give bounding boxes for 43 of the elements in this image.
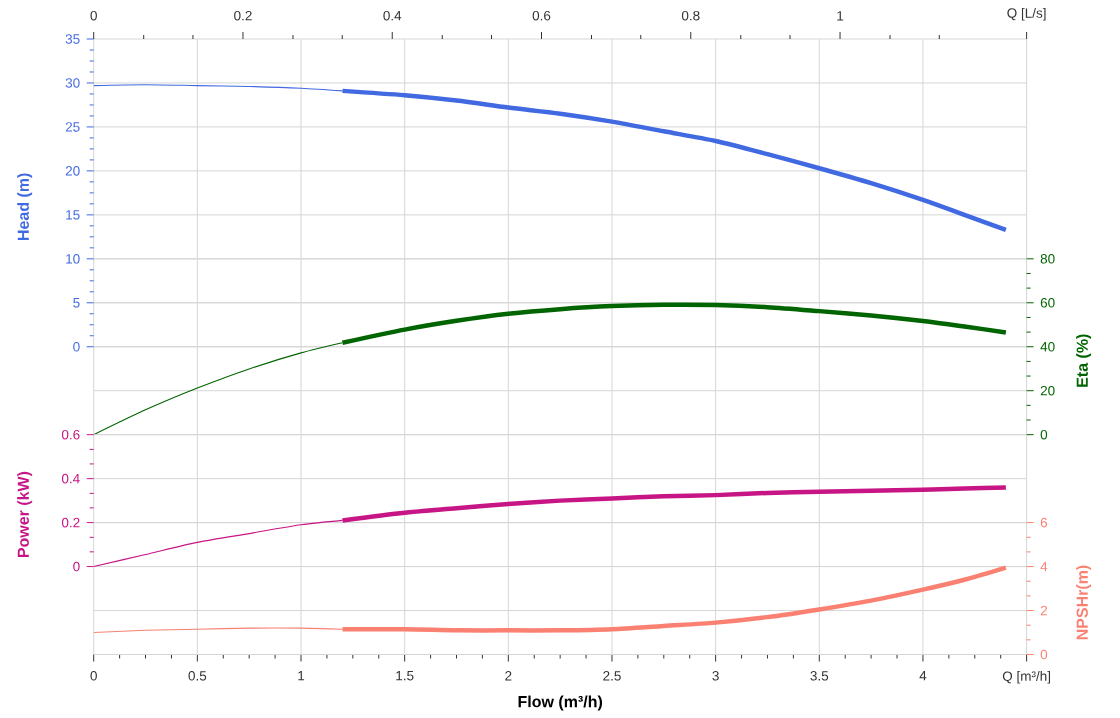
y-tick-label: 0 — [73, 341, 80, 352]
x-tick-label: 3.5 — [810, 671, 829, 681]
y-tick-label: 0 — [73, 561, 80, 572]
y-tick-label: 0.2 — [61, 517, 80, 528]
x2-tick-label: 0.4 — [383, 10, 402, 21]
y2-tick-label: 0 — [1040, 429, 1048, 440]
x-tick-label: 2 — [505, 671, 512, 681]
x-tick-label: 2.5 — [603, 671, 621, 681]
y2-axis-title: Eta (%) — [1076, 334, 1092, 387]
y-axis-title: Power (kW) — [17, 471, 33, 558]
y2-tick-label: 6 — [1040, 517, 1048, 528]
x-tick-label: 4 — [919, 671, 927, 681]
x-tick-label: 3 — [712, 671, 719, 681]
y2-tick-label: 4 — [1040, 561, 1048, 572]
y-tick-label: 25 — [65, 122, 80, 132]
x2-tick-label: 0.8 — [681, 10, 700, 21]
y2-tick-label: 20 — [1040, 385, 1055, 396]
y-axis-title: Head (m) — [17, 173, 33, 240]
y2-axis-title: NPSHr(m) — [1076, 565, 1092, 640]
y-tick-label: 35 — [65, 34, 80, 44]
y-tick-label: 0.4 — [61, 473, 80, 484]
y2-tick-label: 2 — [1040, 605, 1047, 616]
y-tick-label: 5 — [73, 298, 80, 308]
x-tick-label: Q [m³/h] — [1002, 671, 1051, 684]
x2-tick-label: Q [L/s] — [1007, 7, 1046, 21]
x2-tick-label: 0.6 — [532, 10, 551, 21]
y-tick-label: 0.6 — [61, 429, 80, 440]
y-tick-label: 20 — [65, 166, 80, 176]
x2-tick-label: 1 — [837, 11, 844, 21]
x-tick-label: 1 — [298, 671, 305, 681]
y2-tick-label: 80 — [1040, 254, 1055, 264]
x2-tick-label: 0.2 — [234, 10, 252, 21]
y-tick-label: 30 — [65, 78, 80, 88]
y-tick-label: 15 — [66, 210, 80, 220]
y2-tick-label: 0 — [1040, 649, 1048, 660]
x2-tick-label: 0 — [90, 10, 97, 21]
x-tick-label: 1.5 — [396, 671, 414, 681]
x-axis-title: Flow (m³/h) — [518, 695, 603, 711]
x-tick-label: 0.5 — [188, 671, 207, 681]
x-tick-label: 0 — [90, 671, 97, 681]
y-tick-label: 10 — [66, 254, 80, 264]
y2-tick-label: 60 — [1040, 298, 1055, 308]
y2-tick-label: 40 — [1040, 341, 1055, 352]
